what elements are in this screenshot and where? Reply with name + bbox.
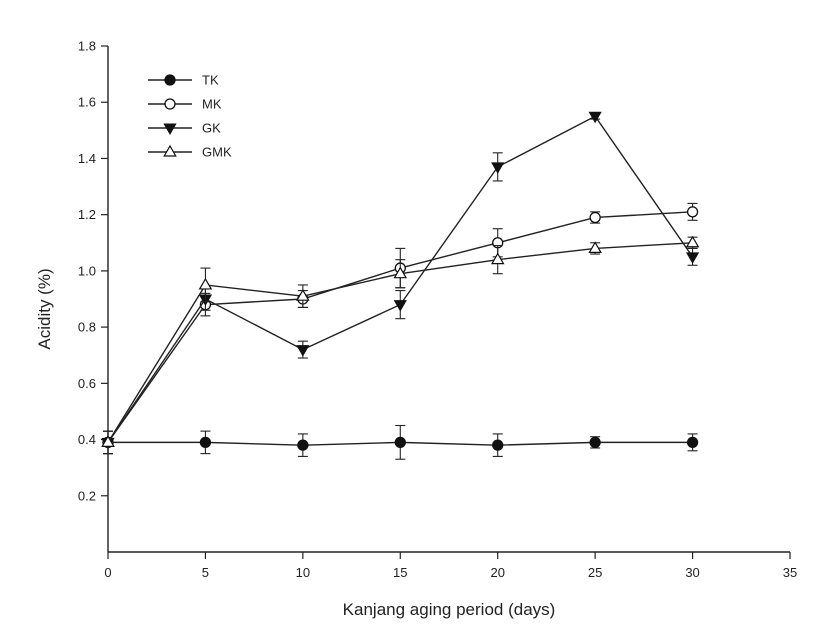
series-mk bbox=[102, 202, 699, 455]
legend-label-gk: GK bbox=[202, 121, 221, 136]
legend-item-tk: TK bbox=[148, 73, 219, 88]
legend-item-mk: MK bbox=[148, 97, 222, 112]
y-tick-label: 0.8 bbox=[78, 320, 96, 335]
data-point-gmk bbox=[588, 241, 602, 253]
y-axis-title: Acidity (%) bbox=[35, 268, 54, 349]
y-tick-label: 0.6 bbox=[78, 376, 96, 391]
data-point-tk bbox=[589, 436, 601, 449]
legend-marker-mk bbox=[164, 98, 176, 110]
legend-label-gmk: GMK bbox=[202, 145, 232, 160]
series-gmk bbox=[101, 235, 700, 455]
legend-marker-gmk bbox=[163, 144, 177, 157]
legend: TK MK GK GMK bbox=[148, 73, 232, 160]
data-point-gmk bbox=[198, 277, 213, 290]
x-tick-label: 0 bbox=[104, 565, 111, 580]
legend-marker-tk bbox=[164, 74, 176, 86]
data-point-gk bbox=[491, 162, 505, 174]
y-tick-label: 1.2 bbox=[78, 207, 96, 222]
x-tick-label: 30 bbox=[685, 565, 699, 580]
y-tick-label: 1.4 bbox=[78, 151, 96, 166]
data-point-tk bbox=[394, 436, 406, 449]
data-point-tk bbox=[492, 439, 504, 451]
legend-item-gmk: GMK bbox=[148, 145, 232, 160]
series-layer bbox=[101, 111, 700, 460]
data-point-gmk bbox=[685, 235, 700, 248]
x-axis-title: Kanjang aging period (days) bbox=[343, 600, 556, 619]
data-point-gk bbox=[685, 252, 700, 264]
y-tick-label: 1.8 bbox=[78, 39, 96, 54]
x-tick-label: 5 bbox=[202, 565, 209, 580]
data-point-gk bbox=[296, 345, 310, 357]
x-tick-label: 20 bbox=[490, 565, 504, 580]
data-point-tk bbox=[199, 436, 212, 449]
series-line-mk bbox=[107, 211, 693, 443]
y-tick-label: 0.2 bbox=[78, 488, 96, 503]
y-tick-label: 0.4 bbox=[78, 432, 96, 447]
y-tick-label: 1.0 bbox=[78, 263, 96, 278]
x-tick-label: 25 bbox=[588, 565, 602, 580]
data-point-gk bbox=[393, 300, 407, 312]
legend-label-tk: TK bbox=[202, 73, 219, 88]
series-tk bbox=[102, 424, 699, 460]
legend-item-gk: GK bbox=[148, 121, 221, 136]
x-tick-label: 10 bbox=[296, 565, 310, 580]
legend-label-mk: MK bbox=[202, 97, 222, 112]
data-point-mk bbox=[686, 206, 699, 218]
data-point-tk bbox=[686, 436, 699, 449]
legend-marker-gk bbox=[163, 123, 177, 136]
data-point-gmk bbox=[296, 288, 310, 301]
data-point-gk bbox=[588, 111, 602, 124]
data-point-mk bbox=[589, 211, 601, 224]
data-point-gmk bbox=[393, 266, 408, 279]
data-point-gmk bbox=[101, 435, 115, 447]
x-tick-label: 15 bbox=[393, 565, 407, 580]
axes: 0 5 10 15 20 25 30 35 0.2 0.4 0.6 0.8 1.0 1.2 1.4 1.6 1.… bbox=[78, 39, 797, 581]
y-tick-label: 1.6 bbox=[78, 95, 96, 110]
data-point-tk bbox=[297, 439, 309, 451]
data-point-gmk bbox=[490, 252, 505, 265]
x-tick-label: 35 bbox=[783, 565, 797, 580]
